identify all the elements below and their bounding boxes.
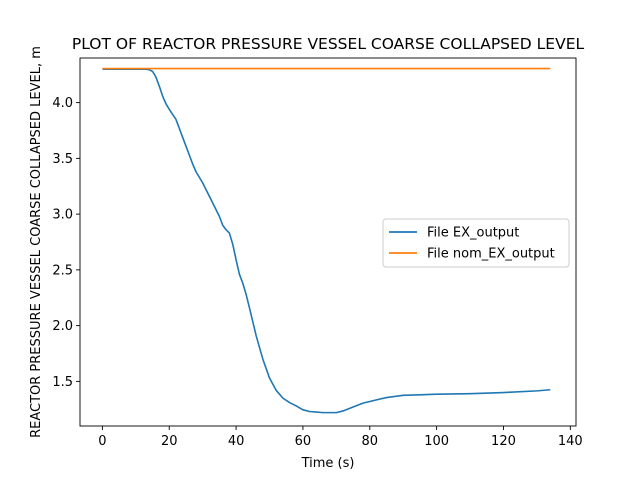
y-tick-label: 4.0	[52, 96, 73, 111]
legend-label-1: File EX_output	[427, 226, 519, 241]
axes-layer: 0 20 40 60 80 100 120 140 1.5 2.0 2.5 3.0 3.5 4.0	[52, 57, 583, 449]
y-tick-label: 3.0	[52, 208, 73, 223]
series-layer	[102, 67, 551, 414]
x-tick-label: 120	[491, 434, 516, 449]
y-axis-label: REACTOR PRESSURE VESSEL COARSE COLLAPSED…	[29, 46, 44, 438]
x-tick-label: 20	[161, 434, 178, 449]
series-line-1	[102, 68, 551, 414]
x-tick-label: 80	[362, 434, 379, 449]
x-tick-label: 140	[558, 434, 583, 449]
legend: File EX_output File nom_EX_output	[382, 218, 570, 268]
x-tick-label: 40	[228, 434, 245, 449]
y-tick-label: 2.0	[52, 319, 73, 334]
y-tick-label: 2.5	[52, 263, 73, 278]
y-tick-label: 1.5	[52, 375, 73, 390]
legend-box	[382, 218, 570, 268]
x-tick-label: 0	[98, 434, 106, 449]
legend-label-2: File nom_EX_output	[427, 247, 555, 262]
x-tick-label: 60	[295, 434, 312, 449]
x-axis-label: Time (s)	[301, 456, 355, 471]
x-tick-label: 100	[424, 434, 449, 449]
plot-frame	[79, 57, 577, 427]
y-tick-label: 3.5	[52, 152, 73, 167]
chart-title: PLOT OF REACTOR PRESSURE VESSEL COARSE C…	[72, 35, 585, 53]
